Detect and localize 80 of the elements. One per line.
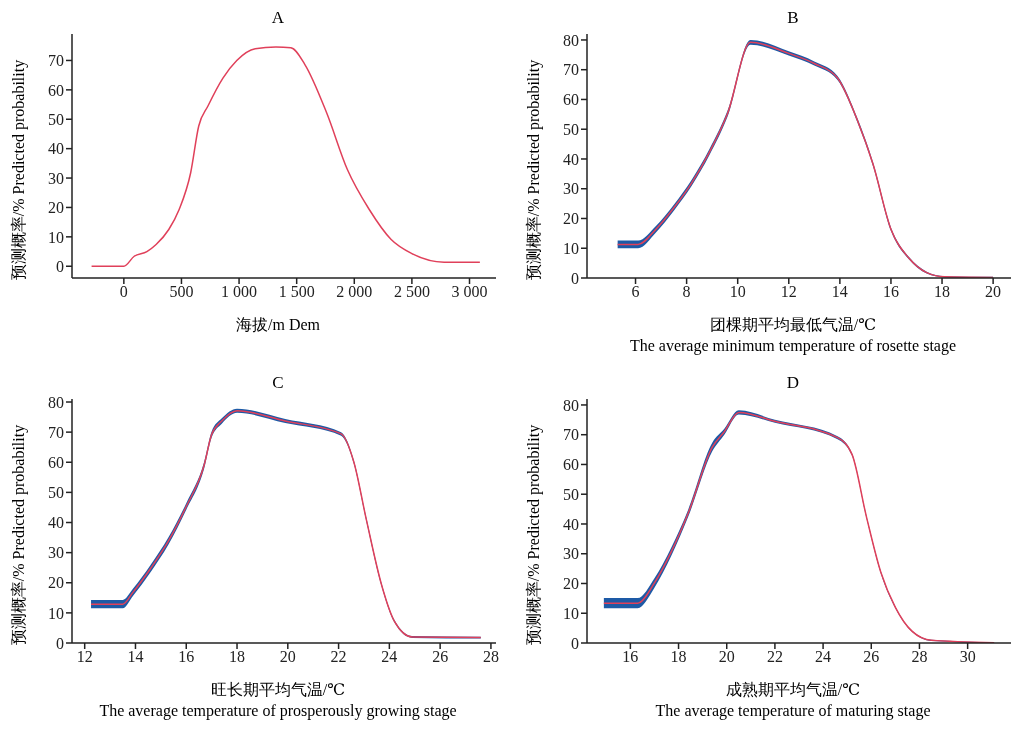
x-tick-label: 20	[718, 648, 735, 666]
x-tick-label: 18	[670, 648, 687, 666]
x-tick-label: 18	[934, 283, 951, 301]
y-tick-label: 80	[563, 31, 579, 49]
x-tick-label: 26	[863, 648, 880, 666]
x-axis-title: 海拔/m Dem	[235, 315, 321, 335]
x-tick-label: 3 000	[451, 283, 488, 301]
y-tick-label: 20	[563, 210, 579, 228]
x-tick-label: 1 000	[221, 283, 258, 301]
y-tick-label: 30	[48, 169, 64, 187]
y-axis-title: 预测概率/% Predicted probability	[524, 423, 544, 648]
y-tick-label: 50	[563, 120, 579, 138]
y-tick-label: 50	[48, 484, 64, 502]
y-tick-label: 10	[563, 604, 579, 622]
x-tick-label: 20	[279, 648, 296, 666]
y-tick-label: 60	[563, 91, 579, 109]
x-tick-label: 6	[631, 283, 640, 301]
chart-title: C	[271, 373, 285, 393]
x-tick-label: 22	[766, 648, 783, 666]
x-tick-label: 26	[432, 648, 449, 666]
y-tick-label: 20	[48, 574, 64, 592]
x-tick-label: 12	[76, 648, 93, 666]
x-tick-label: 500	[169, 283, 194, 301]
x-tick-label: 24	[381, 648, 398, 666]
y-tick-label: 0	[571, 269, 579, 287]
y-axis-title: 预测概率/% Predicted probability	[524, 58, 544, 283]
x-tick-label: 22	[330, 648, 347, 666]
chart-title: B	[786, 8, 800, 28]
x-tick-label: 28	[911, 648, 928, 666]
y-tick-label: 30	[563, 180, 579, 198]
x-tick-label: 16	[178, 648, 195, 666]
x-tick-label: 20	[985, 283, 1002, 301]
x-tick-label: 28	[482, 648, 499, 666]
x-tick-label: 1 500	[278, 283, 315, 301]
y-tick-label: 70	[563, 426, 579, 444]
y-tick-label: 0	[56, 257, 64, 275]
y-tick-label: 40	[563, 515, 579, 533]
x-tick-label: 24	[815, 648, 832, 666]
y-tick-label: 70	[48, 52, 64, 70]
x-tick-label: 10	[729, 283, 746, 301]
x-axis-title: 团棵期平均最低气温/℃ The average minimum temperature of rosette stage	[628, 315, 958, 356]
y-tick-label: 40	[563, 150, 579, 168]
y-tick-label: 0	[571, 634, 579, 652]
y-tick-label: 10	[48, 604, 64, 622]
x-tick-label: 14	[831, 283, 848, 301]
y-axis-title: 预测概率/% Predicted probability	[9, 58, 29, 283]
x-tick-label: 0	[119, 283, 128, 301]
chart-title: A	[270, 8, 286, 28]
x-axis-title: 成熟期平均气温/℃ The average temperature of maturing stage	[654, 680, 932, 721]
y-tick-label: 60	[48, 453, 64, 471]
y-tick-label: 20	[48, 199, 64, 217]
y-axis-title: 预测概率/% Predicted probability	[9, 423, 29, 648]
x-tick-label: 2 500	[393, 283, 430, 301]
y-tick-label: 80	[48, 393, 64, 411]
x-tick-label: 16	[622, 648, 639, 666]
y-tick-label: 20	[563, 575, 579, 593]
y-tick-label: 30	[563, 545, 579, 563]
x-tick-label: 16	[882, 283, 899, 301]
chart-title: D	[785, 373, 801, 393]
x-tick-label: 2 000	[336, 283, 373, 301]
line-series	[90, 46, 481, 267]
y-tick-label: 40	[48, 514, 64, 532]
x-tick-label: 14	[127, 648, 144, 666]
x-axis-title: 旺长期平均气温/℃ The average temperature of prosperously growing stage	[98, 680, 458, 721]
y-tick-label: 70	[48, 423, 64, 441]
x-tick-label: 18	[229, 648, 246, 666]
y-tick-label: 80	[563, 396, 579, 414]
y-tick-label: 0	[56, 634, 64, 652]
x-tick-label: 8	[682, 283, 691, 301]
y-tick-label: 60	[48, 81, 64, 99]
y-tick-label: 50	[48, 110, 64, 128]
y-tick-label: 70	[563, 61, 579, 79]
y-tick-label: 10	[48, 228, 64, 246]
x-tick-label: 12	[780, 283, 797, 301]
y-tick-label: 30	[48, 544, 64, 562]
y-tick-label: 60	[563, 456, 579, 474]
y-tick-label: 50	[563, 485, 579, 503]
y-tick-label: 10	[563, 239, 579, 257]
y-tick-label: 40	[48, 140, 64, 158]
x-tick-label: 30	[959, 648, 976, 666]
